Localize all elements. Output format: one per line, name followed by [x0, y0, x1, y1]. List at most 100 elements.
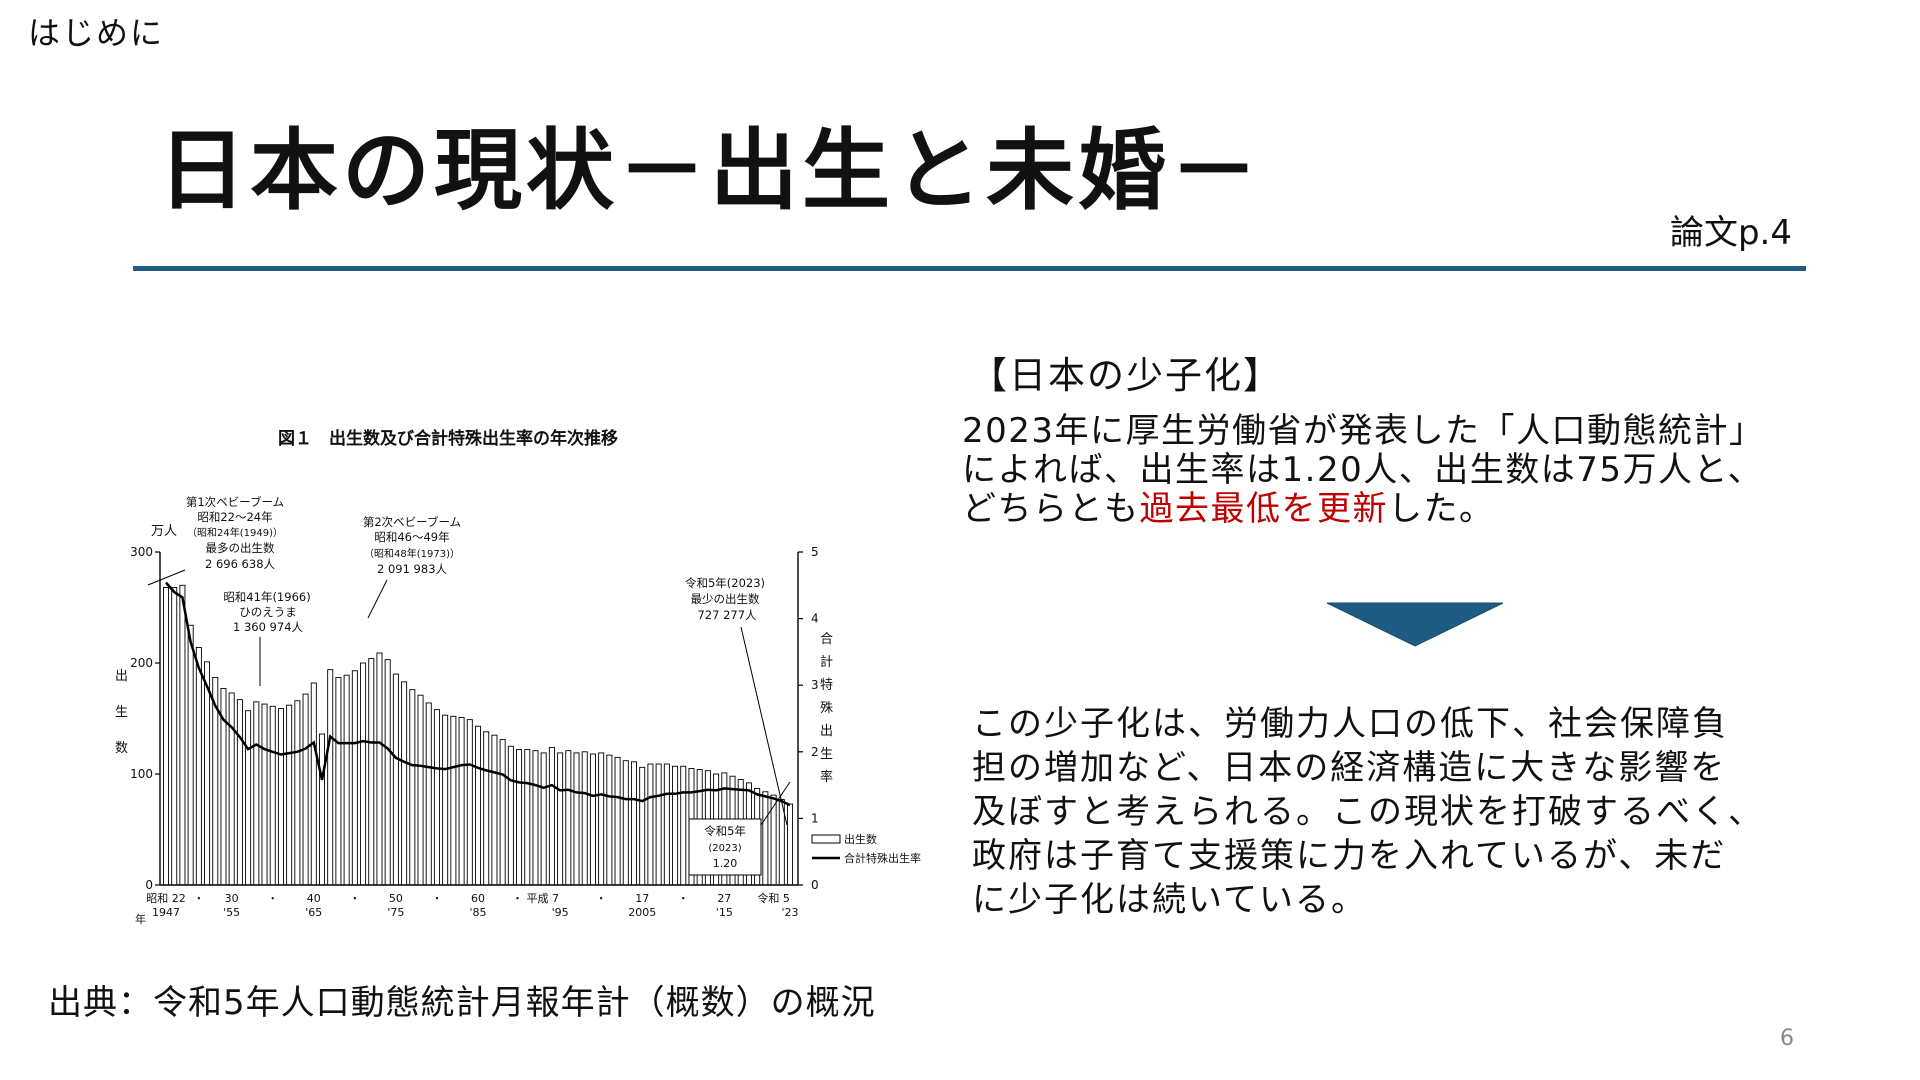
- highlight-text: 過去最低を更新: [1139, 489, 1388, 529]
- boom1-annotation: （昭和24年(1949)）: [187, 526, 283, 539]
- x-axis-labels-row2: 1947 '55 '65 '75 '85 '95 2005 '15 '23: [152, 906, 799, 919]
- chart-title: 図１ 出生数及び合計特殊出生率の年次推移: [278, 428, 618, 449]
- left-tick-label: 300: [130, 545, 153, 559]
- boom2-annotation: （昭和48年(1973)）: [364, 547, 460, 560]
- birth-bar: [483, 731, 490, 886]
- min-rate-pointer: [760, 781, 791, 826]
- x-tick-label: '85: [469, 906, 486, 919]
- paragraph-birth-stats: 2023年に厚生労働省が発表した「人口動態統計」 によれば、出生率は1.20人、…: [962, 412, 1765, 529]
- birth-bar: [499, 739, 506, 886]
- x-tick-label: 昭和 22: [146, 892, 186, 905]
- birth-bar: [195, 647, 202, 886]
- triangle-down-icon: [1326, 602, 1504, 647]
- right-axis-label-char: 合: [820, 632, 833, 647]
- left-axis-ticks: 0 100 200 300: [130, 545, 160, 892]
- left-axis-label: 出生数: [115, 669, 128, 756]
- min-rate-annotation: (2023): [708, 843, 741, 854]
- boom2-annotation: 第2次ベビーブーム: [363, 515, 461, 529]
- right-axis-label: 合計特殊出生率: [820, 632, 833, 785]
- birth-bar: [179, 584, 186, 886]
- birth-bar: [310, 682, 317, 886]
- paragraph-impact: この少子化は、労働力人口の低下、社会保障負 担の増加など、日本の経済構造に大きな…: [972, 702, 1764, 922]
- birth-bar: [171, 587, 178, 886]
- left-tick-label: 0: [145, 878, 153, 892]
- boom1-annotation: 2 696 638人: [205, 557, 276, 571]
- boom2-annotation: 2 091 983人: [377, 562, 448, 576]
- birth-bar: [187, 624, 194, 886]
- slide-title: 日本の現状－出生と未婚－: [158, 119, 1263, 222]
- x-tick-label: 50: [389, 892, 403, 905]
- right-tick-label: 5: [811, 545, 819, 559]
- birth-bar: [491, 734, 498, 886]
- right-tick-label: 0: [811, 878, 819, 892]
- paragraph-line: 2023年に厚生労働省が発表した「人口動態統計」: [962, 411, 1765, 451]
- birth-bar: [532, 750, 539, 886]
- birth-bar: [409, 689, 416, 886]
- right-axis-label-char: 率: [820, 769, 833, 785]
- x-tick-label: 2005: [628, 906, 656, 919]
- birth-rate-chart: 図１ 出生数及び合計特殊出生率の年次推移 万人 0 100 200 300 0 1 2 3 4…: [115, 428, 921, 926]
- birth-bar: [327, 669, 334, 886]
- min-birth-annotation: 最少の出生数: [691, 592, 760, 606]
- paragraph-line: どちらとも過去最低を更新した。: [962, 490, 1765, 529]
- birth-bar: [351, 670, 358, 886]
- left-axis-label-char: 生: [115, 705, 128, 720]
- right-tick-label: 3: [811, 678, 819, 692]
- birth-bar: [548, 746, 555, 886]
- birth-bar: [236, 699, 243, 886]
- birth-bar: [589, 753, 596, 886]
- hinoe-annotation: 1 360 974人: [233, 620, 304, 634]
- x-tick-label: ・: [431, 892, 442, 905]
- birth-bar: [392, 673, 399, 886]
- right-axis-label-char: 出: [820, 724, 833, 739]
- x-tick-label: 17: [635, 892, 649, 905]
- birth-bar: [557, 752, 564, 886]
- birth-bar: [647, 763, 654, 886]
- legend-bar-swatch: [811, 834, 841, 844]
- birth-bar: [417, 694, 424, 886]
- birth-bar: [450, 715, 457, 886]
- x-tick-label: 1947: [152, 906, 180, 919]
- left-tick-label: 200: [130, 656, 153, 670]
- birth-bar: [622, 760, 629, 886]
- birth-bar: [672, 765, 679, 886]
- right-axis-label-char: 特: [820, 678, 833, 693]
- min-birth-annotation: 727 277人: [697, 608, 757, 622]
- boom1-annotation: 最多の出生数: [206, 541, 275, 555]
- birth-bar: [318, 733, 325, 886]
- x-tick-label: ・: [267, 892, 278, 905]
- x-tick-label: '95: [552, 906, 569, 919]
- birth-bar: [524, 749, 531, 886]
- birth-bar: [228, 692, 235, 886]
- birth-bar: [762, 791, 769, 886]
- birth-bar: [401, 681, 408, 886]
- page-number: 6: [1780, 1026, 1794, 1051]
- birth-bar: [581, 751, 588, 886]
- x-axis-labels-row1: 昭和 22 ・ 30 ・ 40 ・ 50 ・ 60 ・ 平成 7 ・ 17 ・ 27 令和 5: [146, 891, 790, 905]
- min-rate-box: [688, 818, 762, 876]
- right-axis-label-char: 計: [820, 654, 833, 670]
- min-rate-annotation: 令和5年: [704, 824, 746, 838]
- x-tick-label: '23: [781, 906, 798, 919]
- birth-bar: [204, 661, 211, 886]
- birth-bar: [458, 716, 465, 886]
- right-tick-label: 1: [811, 811, 819, 825]
- birth-bar: [507, 745, 514, 886]
- left-tick-label: 100: [130, 767, 153, 781]
- birth-bar: [442, 714, 449, 886]
- birth-bar: [606, 754, 613, 886]
- legend-label: 出生数: [844, 832, 877, 846]
- birth-bar: [540, 752, 547, 886]
- birth-bar: [598, 752, 605, 886]
- min-rate-annotation: 1.20: [713, 857, 738, 870]
- right-axis-label-char: 生: [820, 747, 833, 762]
- fertility-rate-line: [165, 581, 791, 807]
- birth-bar: [787, 803, 793, 886]
- boom2-pointer: [367, 579, 388, 619]
- birth-bar: [639, 766, 646, 886]
- x-tick-label: ・ 平成 7: [512, 892, 559, 905]
- bar-series: [163, 584, 793, 886]
- right-tick-label: 4: [811, 612, 819, 626]
- boom1-pointer: [147, 569, 186, 586]
